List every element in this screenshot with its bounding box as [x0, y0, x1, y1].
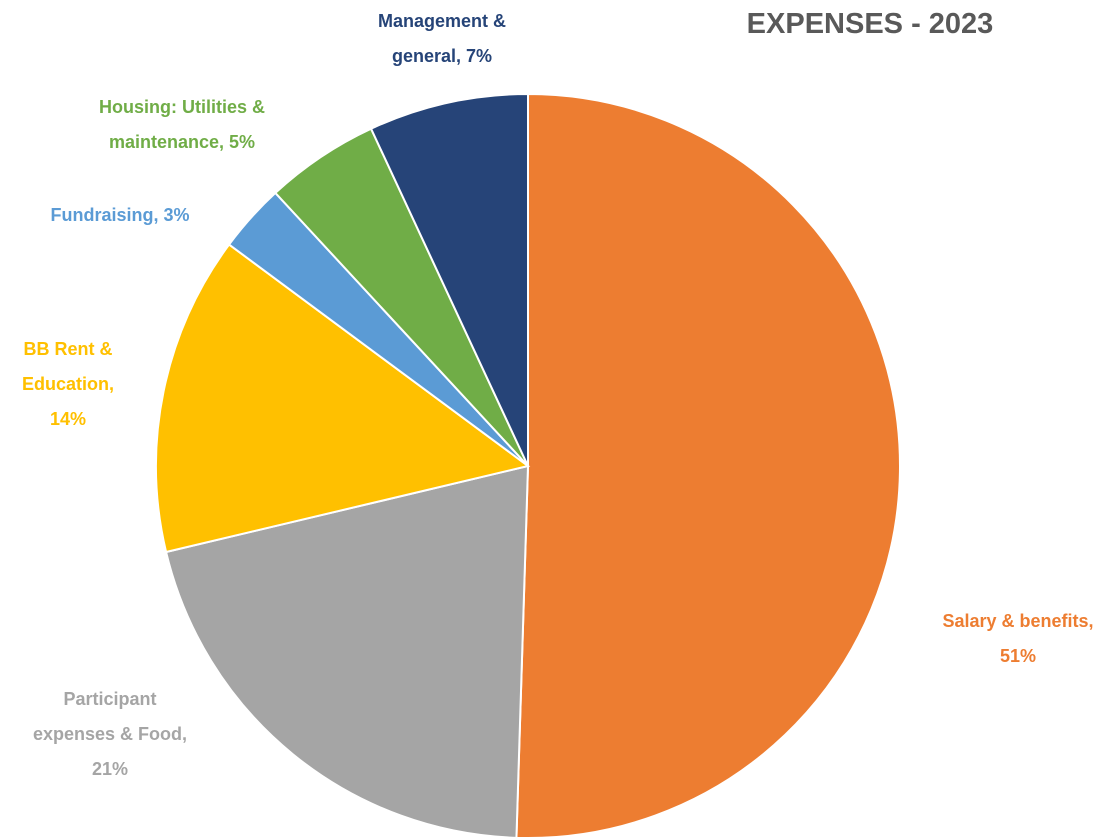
data-label: Fundraising, 3% [50, 205, 190, 225]
pie-slice [164, 464, 530, 839]
label-category: Participant expenses & Food [32, 689, 183, 744]
label-category: Management & general [377, 11, 507, 66]
label-value: 51% [999, 646, 1037, 666]
label-value: 21% [91, 759, 129, 779]
label-category: Salary & benefits [942, 611, 1089, 631]
pie-slice [369, 92, 529, 467]
pie-slice [155, 243, 531, 554]
data-label: Salary & benefits, 51% [942, 611, 1094, 666]
label-category: BB Rent & Education [21, 339, 113, 394]
chart-title: EXPENSES - 2023 [746, 8, 994, 40]
data-label: Management & general, 7% [377, 11, 507, 66]
label-category: Fundraising [50, 205, 154, 225]
label-value: 5% [229, 132, 256, 152]
label-value: 14% [49, 409, 87, 429]
label-value: 7% [466, 46, 493, 66]
data-label: BB Rent & Education, 14% [21, 339, 115, 429]
label-value: 3% [163, 205, 190, 225]
label-category: Housing: Utilities & maintenance [99, 97, 265, 152]
pie-slice [515, 92, 901, 839]
data-label: Housing: Utilities & maintenance, 5% [99, 97, 265, 152]
data-label: Participant expenses & Food, 21% [32, 689, 188, 779]
